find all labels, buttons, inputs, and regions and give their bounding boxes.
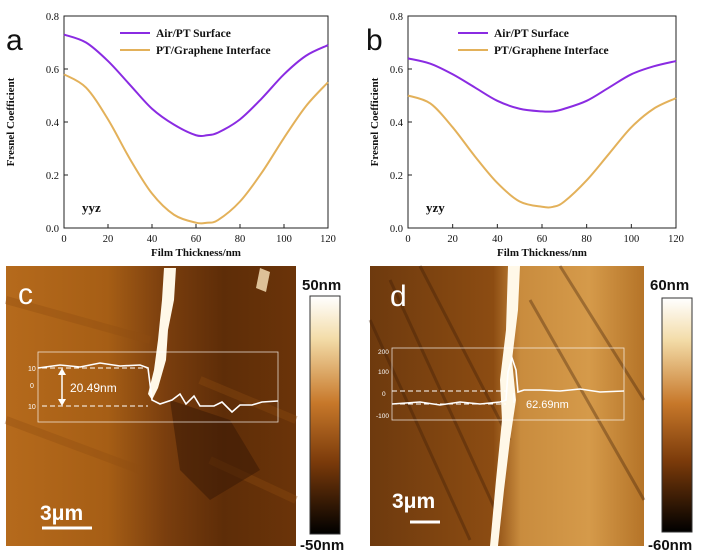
chart-panel-a: a 0 20 40 60 80 100 120 0.0 0.2 0.4 0.6 0.8 Fresnel… xyxy=(5,12,336,259)
ylabel-a: Fresnel Coefficient xyxy=(5,77,17,166)
scale-bar-label-d: 3μm xyxy=(392,490,435,513)
ytick-label-a-4: 0.8 xyxy=(46,12,59,23)
xtick-label-b-5: 100 xyxy=(623,234,639,245)
ytick-label-b-2: 0.4 xyxy=(390,118,404,129)
height-label-d: 62.69nm xyxy=(526,399,569,411)
legend-label-air-a: Air/PT Surface xyxy=(156,28,231,40)
ytick-label-b-1: 0.2 xyxy=(390,171,403,182)
ytick-label-a-3: 0.6 xyxy=(46,65,59,76)
profile-tick-c-0: 10 xyxy=(28,366,36,373)
xtick-label-b-3: 60 xyxy=(537,234,548,245)
xtick-label-b-2: 40 xyxy=(492,234,503,245)
annotation-a: yyz xyxy=(82,200,101,215)
scale-bar-label-c: 3μm xyxy=(40,502,83,525)
series-line-b-pt-graphene xyxy=(407,94,677,209)
legend-b: Air/PT Surface PT/Graphene Interface xyxy=(458,28,609,57)
legend-label-pt-a: PT/Graphene Interface xyxy=(156,45,271,57)
ytick-label-b-3: 0.6 xyxy=(390,65,403,76)
height-label-c: 20.49nm xyxy=(70,381,117,395)
series-line-a-air-pt xyxy=(63,33,329,138)
profile-line-d xyxy=(391,355,625,406)
xlabel-a: Film Thickness/nm xyxy=(151,247,241,259)
legend-label-air-b: Air/PT Surface xyxy=(494,28,569,40)
profile-box-c xyxy=(37,351,279,423)
xtick-label-a-0: 0 xyxy=(61,234,66,245)
xtick-label-b-0: 0 xyxy=(405,234,410,245)
xtick-label-a-3: 60 xyxy=(191,234,202,245)
xtick-label-a-6: 120 xyxy=(320,234,336,245)
axes-a: 0 20 40 60 80 100 120 0.0 0.2 0.4 0.6 0.8 xyxy=(46,12,336,245)
colorbar-c xyxy=(309,295,341,535)
afm-texture-c xyxy=(4,296,298,504)
afm-bright-edge-c xyxy=(148,268,176,400)
axes-b: 0 20 40 60 80 100 120 0.0 0.2 0.4 0.6 0.8 xyxy=(390,12,684,245)
colorbar-d xyxy=(661,297,693,533)
afm-texture-d xyxy=(368,265,646,541)
ytick-label-b-0: 0.0 xyxy=(390,224,403,235)
profile-box-d xyxy=(391,347,625,421)
afm-panel-d: d 200 100 0 -100 62.69nm 3μm 60nm -60nm xyxy=(368,265,693,554)
chart-panel-b: b 0 20 40 60 80 100 120 0.0 0.2 0.4 0.6 0.8 Fresnel… xyxy=(366,12,684,259)
series-group-a xyxy=(63,33,329,225)
profile-tick-d-0: 200 xyxy=(378,349,389,356)
profile-tick-d-3: -100 xyxy=(376,413,389,420)
panel-label-b: b xyxy=(366,24,383,57)
xtick-label-a-1: 20 xyxy=(103,234,114,245)
height-arrow-head-bottom-c xyxy=(58,399,66,406)
series-line-a-pt-graphene xyxy=(63,73,329,225)
panel-label-a: a xyxy=(6,24,23,57)
ylabel-b: Fresnel Coefficient xyxy=(369,77,381,166)
xtick-label-a-5: 100 xyxy=(276,234,292,245)
profile-tick-d-2: 0 xyxy=(382,391,386,398)
height-arrow-head-top-c xyxy=(58,368,66,375)
panel-label-d: d xyxy=(390,280,407,313)
legend-label-pt-b: PT/Graphene Interface xyxy=(494,45,609,57)
profile-tick-d-1: 100 xyxy=(378,369,389,376)
xtick-label-b-4: 80 xyxy=(581,234,592,245)
legend-a: Air/PT Surface PT/Graphene Interface xyxy=(120,28,271,57)
afm-panel-c: c 10 0 10 20.49nm 3μm 50nm -50nm xyxy=(4,266,344,554)
colorbar-bottom-label-d: -60nm xyxy=(648,537,692,554)
profile-line-c xyxy=(37,362,279,414)
ytick-label-a-2: 0.4 xyxy=(46,118,60,129)
colorbar-top-label-d: 60nm xyxy=(650,277,689,294)
xtick-label-b-6: 120 xyxy=(668,234,684,245)
afm-bright-spot-c xyxy=(256,268,270,292)
profile-tick-c-2: 10 xyxy=(28,404,36,411)
panel-label-c: c xyxy=(18,278,33,311)
profile-tick-c-1: 0 xyxy=(30,383,34,390)
ytick-label-b-4: 0.8 xyxy=(390,12,403,23)
colorbar-bottom-label-c: -50nm xyxy=(300,537,344,554)
ytick-label-a-0: 0.0 xyxy=(46,224,59,235)
ytick-label-a-1: 0.2 xyxy=(46,171,59,182)
afm-bright-edge-d xyxy=(490,266,520,546)
xtick-label-a-4: 80 xyxy=(235,234,246,245)
annotation-b: yzy xyxy=(426,200,445,215)
series-line-b-air-pt xyxy=(407,57,677,113)
xlabel-b: Film Thickness/nm xyxy=(497,247,587,259)
series-group-b xyxy=(407,57,677,209)
colorbar-top-label-c: 50nm xyxy=(302,277,341,294)
afm-dark-fold-c xyxy=(170,400,260,500)
xtick-label-b-1: 20 xyxy=(447,234,458,245)
xtick-label-a-2: 40 xyxy=(147,234,158,245)
